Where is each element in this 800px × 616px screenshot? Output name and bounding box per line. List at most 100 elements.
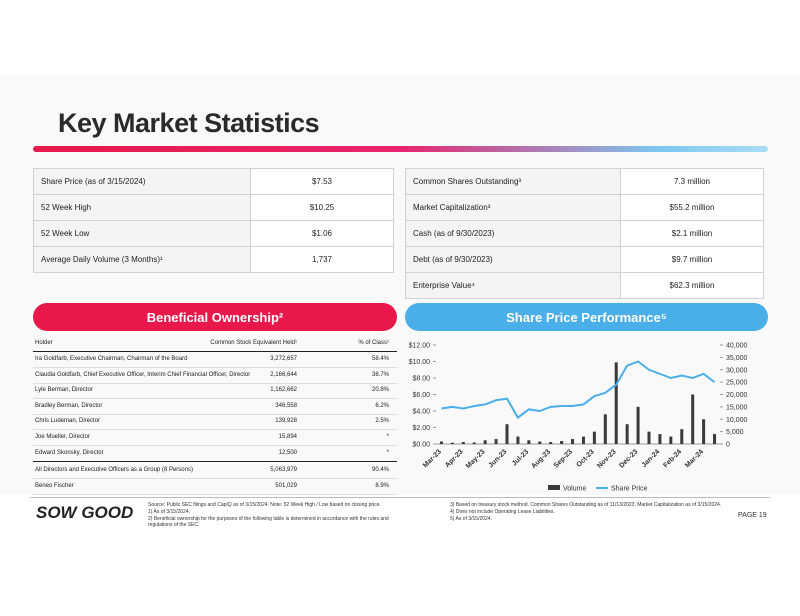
ownership-cell: 346,558: [275, 402, 297, 409]
x-tick-label: Mar-23: [422, 448, 443, 469]
ownership-header: Beneficial Ownership²: [33, 303, 397, 331]
stat-label: 52 Week Low: [33, 220, 251, 247]
ownership-cell: 90.4%: [371, 467, 389, 474]
volume-bar: [702, 419, 706, 444]
y2-tick-label: 35,000: [726, 355, 748, 362]
stat-label: Share Price (as of 3/15/2024): [33, 168, 251, 195]
x-tick-label: May-23: [465, 448, 487, 470]
x-tick-label: Oct-23: [575, 448, 595, 468]
stat-value: $10.25: [250, 194, 394, 221]
volume-bar: [494, 439, 498, 444]
ownership-cell: Bradley Berman, Director: [35, 402, 103, 409]
stat-label: Debt (as of 9/30/2023): [405, 246, 621, 273]
volume-bar: [614, 362, 618, 444]
footnote: 4) Does not include Operating Lease Liab…: [450, 509, 555, 515]
stat-value: $9.7 million: [620, 246, 764, 273]
ownership-cell: 2,166,644: [270, 371, 297, 378]
ownership-cell: 6.2%: [375, 402, 389, 409]
legend-swatch: [548, 485, 560, 490]
y-tick-label: $0.00: [412, 442, 430, 449]
legend-label: Share Price: [611, 486, 648, 493]
volume-bar: [658, 434, 662, 444]
volume-bar: [581, 436, 585, 444]
x-tick-label: Jul-23: [511, 448, 530, 467]
x-tick-label: Feb-24: [662, 448, 683, 469]
volume-bar: [669, 436, 673, 444]
divider: [33, 146, 768, 152]
ownership-cell: *: [386, 449, 389, 456]
ownership-row: Chris Ludeman, Director 139,928 2.5%: [33, 414, 397, 431]
ownership-row: All Directors and Executive Officers as …: [33, 463, 397, 480]
x-tick-label: Apr-23: [444, 448, 465, 469]
footer-rule: [30, 497, 770, 498]
stat-value: $2.1 million: [620, 220, 764, 247]
ownership-cell: 20.8%: [371, 387, 389, 394]
column-header: % of Class¹: [358, 340, 389, 346]
volume-bar: [560, 441, 564, 444]
ownership-row: Joe Mueller, Director 15,894 *: [33, 430, 397, 446]
y-tick-label: $12.00: [409, 343, 431, 350]
ownership-cell: 5,063,979: [270, 467, 297, 474]
y2-tick-label: 0: [726, 442, 730, 449]
ownership-cell: Chris Ludeman, Director: [35, 418, 101, 425]
volume-bar: [527, 440, 531, 444]
volume-bar: [461, 442, 465, 444]
ownership-cell: 8.9%: [375, 482, 389, 489]
y2-tick-label: 15,000: [726, 404, 748, 411]
title: Key Market Statistics: [58, 108, 320, 138]
page-number: PAGE 19: [738, 512, 767, 519]
volume-bar: [680, 429, 684, 444]
volume-bar: [592, 431, 596, 444]
y2-tick-label: 20,000: [726, 392, 748, 399]
volume-bar: [538, 441, 542, 444]
ownership-cell: Edward Skonsky, Director: [35, 449, 104, 456]
ownership-cell: 15,894: [278, 434, 297, 440]
y-tick-label: $10.00: [409, 359, 431, 366]
stat-value: 7.3 million: [620, 168, 764, 195]
x-tick-label: Aug-23: [530, 448, 552, 470]
ownership-cell: 2.5%: [375, 418, 389, 425]
stat-value: $55.2 million: [620, 194, 764, 221]
x-tick-label: Dec-23: [618, 448, 639, 469]
ownership-row: Beneo Fischer 501,029 8.9%: [33, 479, 397, 495]
ownership-cell: 139,928: [275, 418, 297, 425]
ownership-cell: 12,500: [278, 449, 297, 456]
chart-header: Share Price Performance⁵: [405, 303, 768, 331]
y-tick-label: $4.00: [412, 409, 430, 416]
volume-bar: [505, 424, 509, 444]
stat-label: 52 Week High: [33, 194, 251, 221]
y2-tick-label: 5,000: [726, 429, 744, 436]
footnote: Source: Public SEC filings and CapIQ as …: [148, 502, 381, 508]
volume-bar: [636, 406, 640, 444]
y-tick-label: $8.00: [412, 376, 430, 383]
stat-label: Market Capitalization³: [405, 194, 621, 221]
ownership-cell: Ira Goldfarb, Executive Chairman, Chairm…: [35, 356, 188, 362]
volume-bar: [483, 440, 487, 444]
footnote: 1) As of 3/15/2024.: [148, 509, 190, 515]
ownership-cell: Beneo Fischer: [35, 482, 74, 489]
volume-bar: [713, 434, 717, 444]
stat-value: $62.3 million: [620, 272, 764, 299]
stat-label: Average Daily Volume (3 Months)¹: [33, 246, 251, 273]
column-header: Holder: [35, 340, 53, 346]
x-tick-label: Jun-23: [488, 448, 509, 469]
y-tick-label: $2.00: [412, 425, 430, 432]
logo: SOW GOOD: [36, 503, 134, 522]
x-tick-label: Mar-24: [684, 448, 705, 469]
price-line: [441, 360, 716, 420]
volume-bar: [691, 394, 695, 444]
column-header: Common Stock Equivalent Held¹: [210, 340, 297, 346]
volume-bar: [439, 441, 443, 444]
volume-bar: [647, 431, 651, 444]
ownership-table-header: Holder Common Stock Equivalent Held¹ % of …: [33, 336, 397, 352]
y2-tick-label: 10,000: [726, 417, 748, 424]
y2-tick-label: 25,000: [726, 380, 748, 387]
volume-bar: [549, 442, 553, 444]
volume-bar: [472, 442, 476, 444]
stat-value: 1,737: [250, 246, 394, 273]
y-tick-label: $6.00: [412, 392, 430, 399]
ownership-row: Bradley Berman, Director 346,558 6.2%: [33, 399, 397, 415]
ownership-row: Edward Skonsky, Director 12,500 *: [33, 446, 397, 462]
stat-value: $7.53: [250, 168, 394, 195]
y2-tick-label: 30,000: [726, 367, 748, 374]
